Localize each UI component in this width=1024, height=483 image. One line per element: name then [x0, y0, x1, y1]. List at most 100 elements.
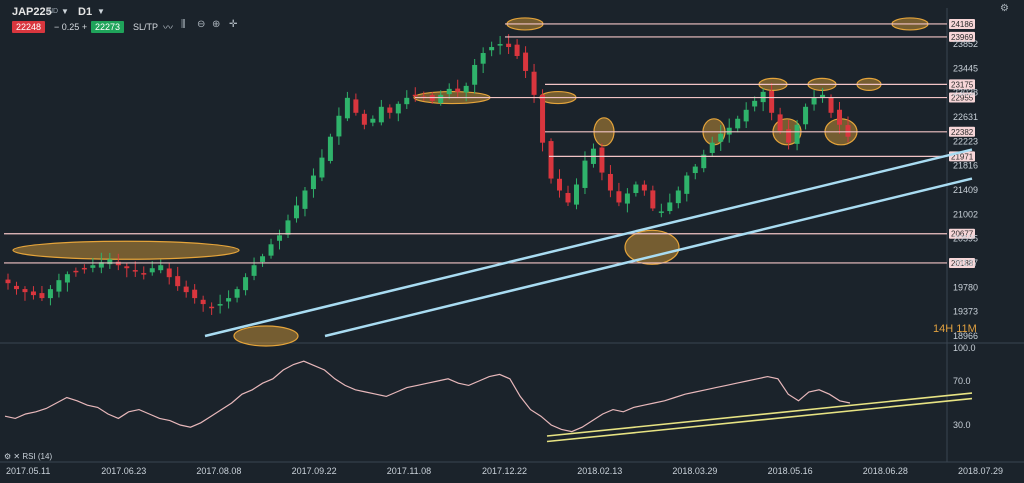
candle-body — [828, 97, 834, 113]
candle-body — [463, 85, 469, 93]
candle-body — [310, 175, 316, 190]
spread-value: − 0.25 + — [54, 21, 87, 33]
candle-body — [226, 298, 232, 302]
rsi-trend-line-upper — [546, 392, 973, 437]
level-tag-text: 21971 — [951, 152, 974, 161]
time-tick-label: 2017.09.22 — [292, 466, 337, 476]
sltp-button[interactable]: SL/TP — [133, 22, 159, 32]
candle-body — [548, 141, 554, 179]
level-price-tag: 23969 — [949, 31, 975, 42]
symbol-type-label: IND — [46, 8, 59, 15]
rsi-indicator-title: ⚙ ✕ RSI (14) — [4, 452, 53, 461]
candle-body — [293, 205, 299, 219]
level-price-tag: 20188 — [949, 257, 975, 268]
candle-body — [302, 190, 308, 209]
time-tick-label: 2017.05.11 — [6, 466, 50, 476]
candle-body — [735, 118, 741, 129]
crosshair-icon[interactable]: ✛ — [229, 19, 238, 30]
candle-body — [565, 192, 571, 203]
candle-body — [73, 270, 79, 273]
rsi-title-text: RSI (14) — [22, 452, 53, 461]
level-tag-text: 22955 — [951, 94, 974, 103]
candles-icon[interactable]: ⫼ — [181, 19, 186, 30]
minus-sign[interactable]: − — [54, 22, 60, 32]
candle-body — [175, 276, 181, 287]
candle-body — [675, 190, 681, 204]
timeframe-label[interactable]: D1 — [78, 6, 93, 18]
candle-body — [480, 53, 486, 64]
candle-body — [837, 109, 843, 125]
time-tick-label: 2018.02.13 — [577, 466, 622, 476]
candle-body — [30, 291, 36, 296]
level-tag-bg — [949, 228, 975, 239]
time-tick-label: 2017.12.22 — [482, 466, 527, 476]
candle-body — [472, 64, 478, 85]
candle-body — [769, 91, 775, 113]
candle-body — [684, 175, 690, 194]
candle-body — [641, 184, 647, 191]
candle-body — [616, 191, 622, 203]
candle-body — [404, 97, 410, 105]
level-price-tag: 22955 — [949, 92, 975, 103]
candle-body — [361, 113, 367, 125]
gear-icon[interactable]: ⚙ — [1000, 3, 1009, 14]
candles-series — [5, 34, 851, 315]
candle-body — [607, 173, 613, 191]
zoom-out-icon[interactable]: ⊖ — [197, 19, 206, 30]
candle-body — [777, 114, 783, 131]
line-chart-icon[interactable]: 〰 — [163, 23, 173, 34]
candle-body — [327, 136, 333, 161]
candle-body — [506, 43, 512, 48]
sell-price-button[interactable]: 22248 — [12, 21, 46, 33]
price-tick-label: 20595 — [953, 234, 978, 244]
rsi-trend-line-lower — [546, 397, 973, 443]
candle-body — [709, 142, 715, 153]
price-tick-label: 18966 — [953, 331, 978, 341]
candle-body — [633, 184, 639, 193]
plus-sign[interactable]: + — [81, 22, 88, 32]
level-tag-text: 23969 — [951, 33, 974, 42]
candle-body — [22, 289, 28, 293]
candle-body — [378, 106, 384, 123]
price-tick-label: 21816 — [953, 161, 978, 171]
rsi-tick-label: 70.0 — [953, 376, 971, 386]
buy-price-button[interactable]: 22273 — [91, 21, 125, 33]
level-tag-text: 20188 — [951, 259, 974, 268]
candle-body — [446, 88, 452, 95]
candle-body — [13, 285, 19, 290]
candle-timer: 14H 11M — [933, 323, 977, 335]
candle-body — [514, 44, 520, 56]
candle-body — [803, 106, 809, 125]
candle-body — [667, 202, 673, 212]
candle-body — [786, 129, 792, 143]
candle-body — [234, 289, 240, 298]
candle-body — [166, 268, 172, 278]
candle-body — [285, 220, 291, 235]
candle-body — [141, 273, 147, 275]
time-tick-label: 2018.03.29 — [672, 466, 717, 476]
candle-body — [200, 299, 206, 305]
price-tick-label: 21002 — [953, 209, 978, 219]
candle-body — [158, 265, 164, 271]
symbol-label[interactable]: JAP225 — [12, 6, 52, 18]
level-tag-text: 24186 — [951, 20, 974, 29]
zoom-in-icon[interactable]: ⊕ — [212, 19, 221, 30]
highlight-ellipse — [12, 240, 240, 260]
candle-body — [650, 190, 656, 209]
spread-number: 0.25 — [61, 22, 80, 32]
candle-body — [387, 107, 393, 113]
candle-body — [701, 154, 707, 169]
candle-body — [209, 306, 215, 309]
candle-body — [557, 178, 563, 191]
candle-body — [743, 109, 749, 122]
symbol-dropdown-icon[interactable]: ▼ — [61, 7, 69, 16]
timeframe-dropdown-icon[interactable]: ▼ — [97, 7, 105, 16]
candle-body — [624, 193, 630, 204]
candle-body — [523, 52, 529, 71]
trend-line-lower — [324, 177, 973, 338]
price-tick-label: 22631 — [953, 112, 978, 122]
level-price-tag: 23175 — [949, 79, 975, 90]
time-tick-label: 2017.06.23 — [101, 466, 146, 476]
candle-body — [251, 265, 257, 276]
